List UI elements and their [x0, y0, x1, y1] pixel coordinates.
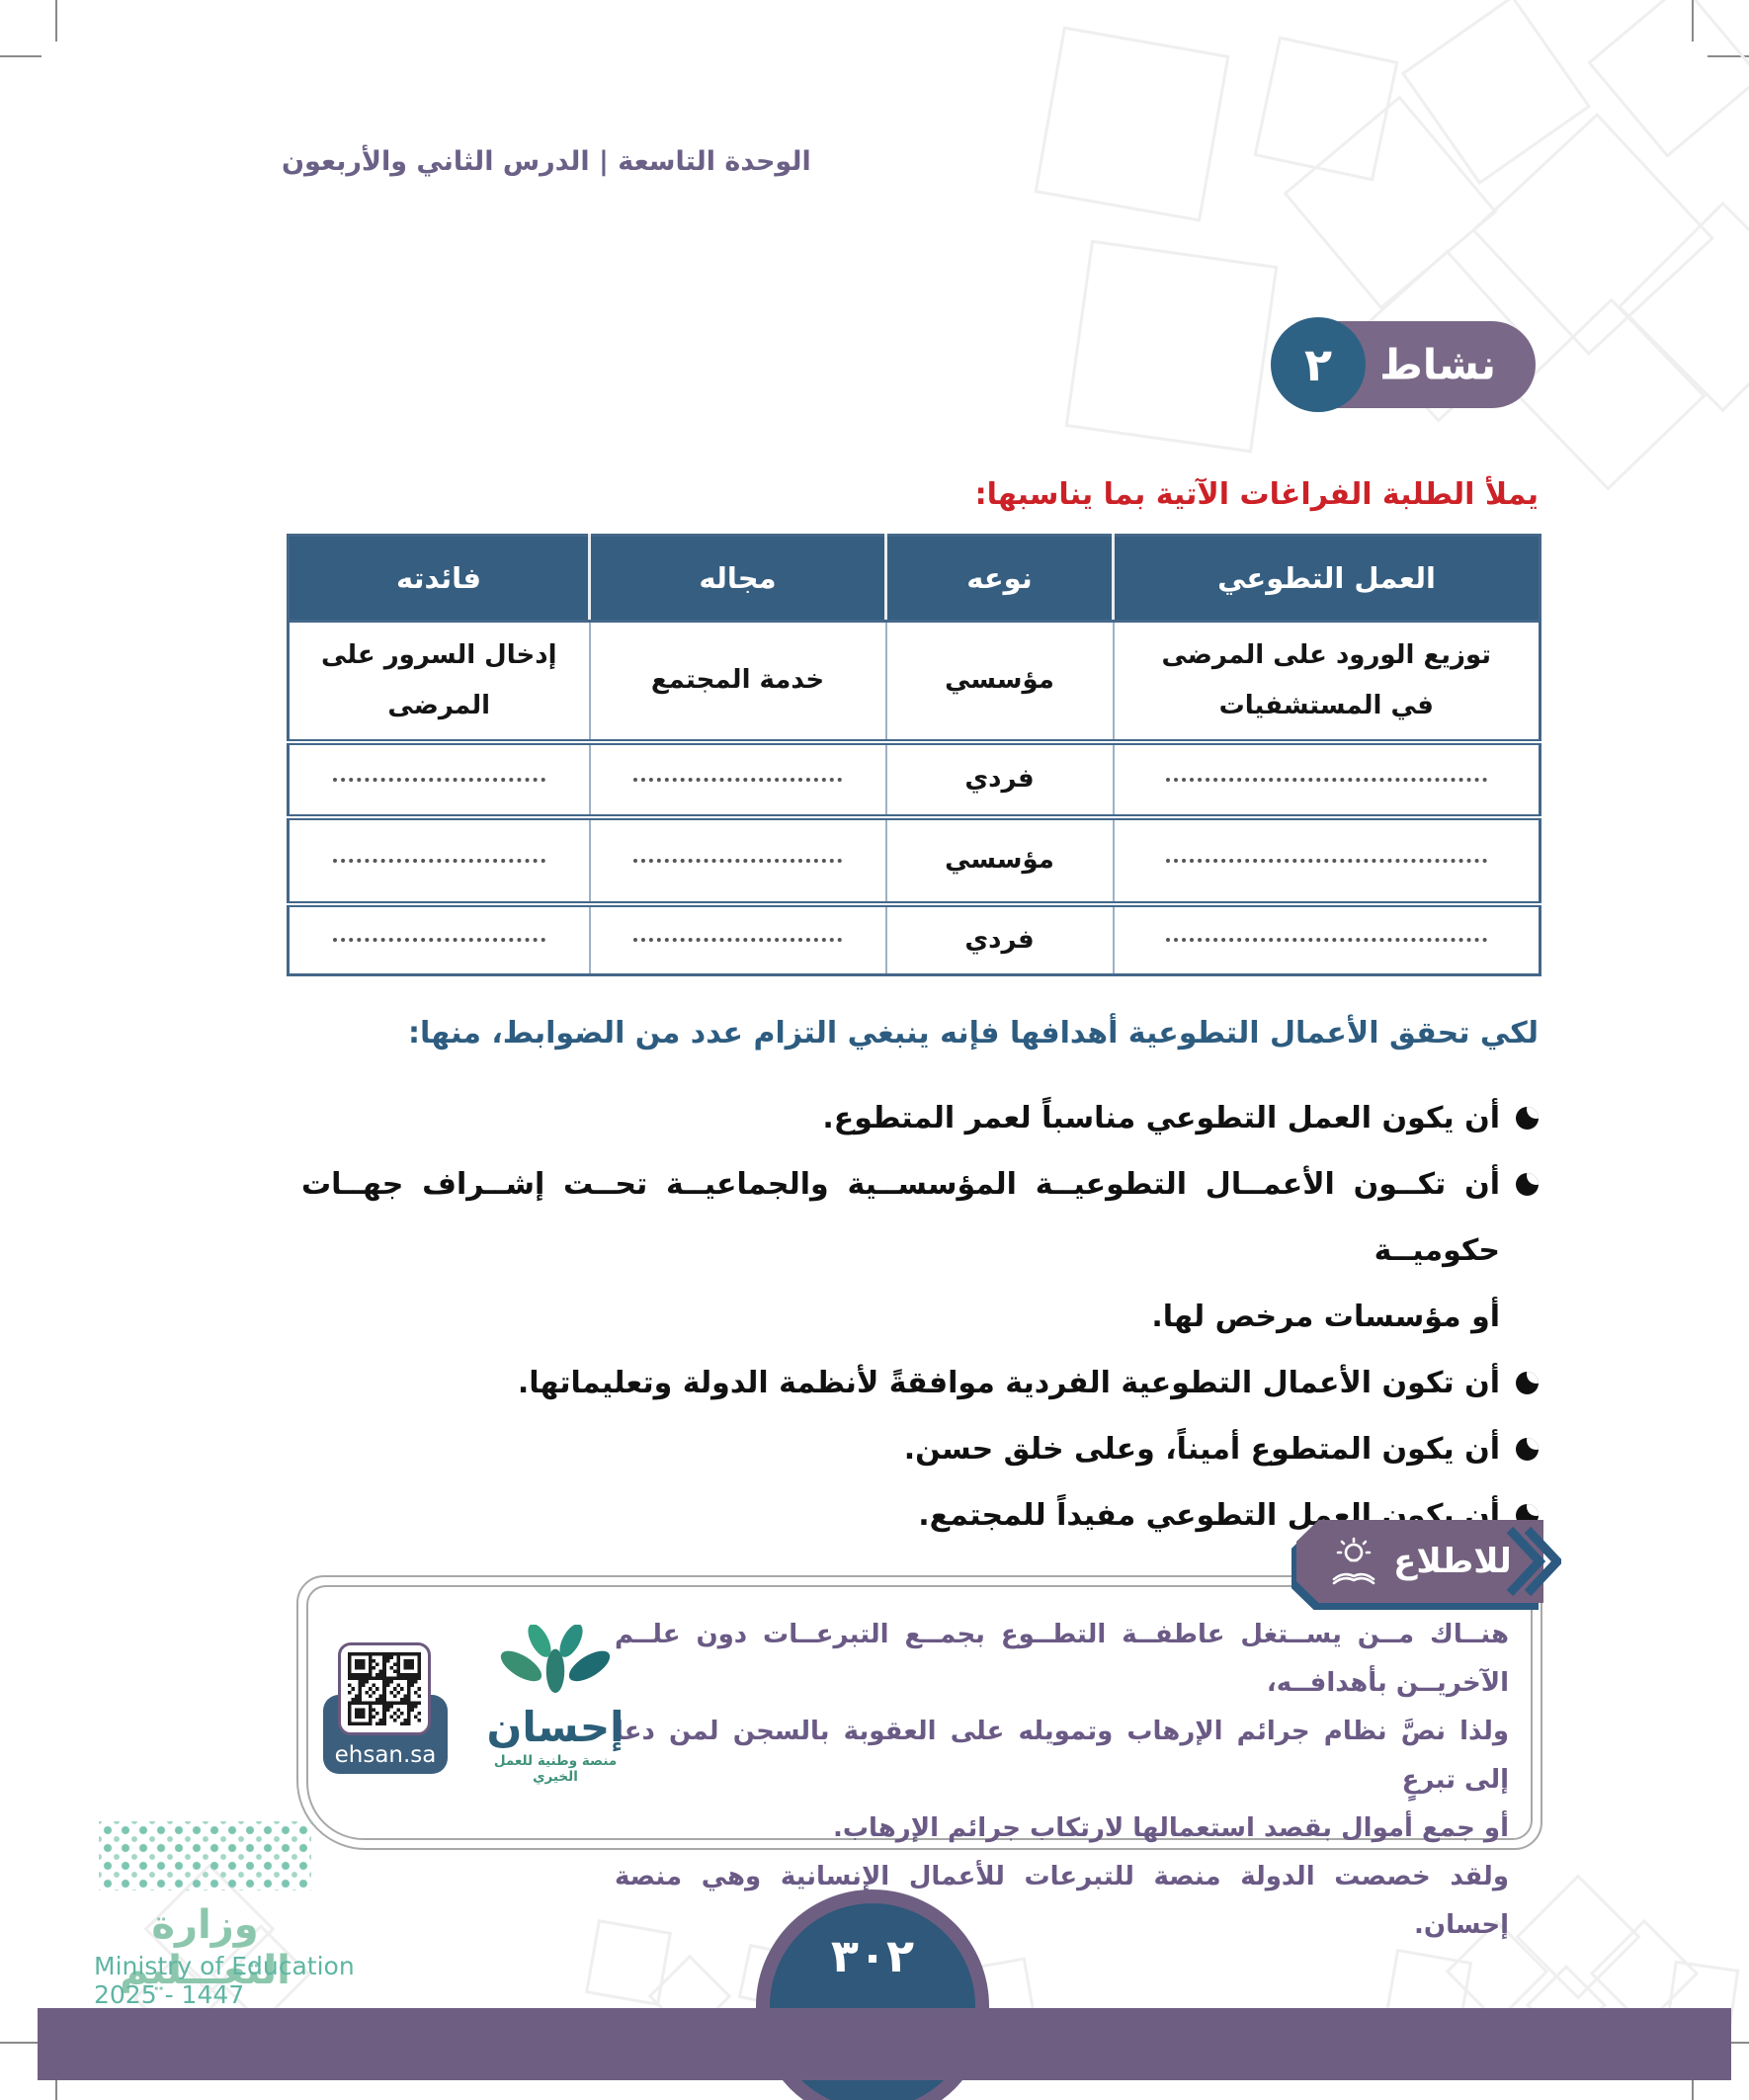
info-box-inner-border — [306, 1585, 1533, 1840]
info-box: هنــاك مــن يســتغل عاطفــة التطــوع بجم… — [296, 1575, 1542, 1940]
activity-number: ٢ — [1271, 317, 1366, 412]
cell-work-blank — [1113, 813, 1541, 904]
cell-benefit-blank — [288, 813, 591, 904]
page-number: ٣٠٢ — [830, 1929, 915, 1982]
bullet-icon — [1516, 1372, 1539, 1394]
table-header-row: العمل التطوعي نوعه مجاله فائدته — [288, 535, 1541, 623]
crop-mark — [0, 55, 42, 57]
decor-square — [1064, 239, 1279, 454]
crop-mark — [0, 2042, 42, 2044]
info-tab: للاطلاع — [1291, 1520, 1561, 1610]
bullet-text: أن يكون العمل التطوعي مناسباً لعمر المتط… — [822, 1101, 1500, 1135]
controls-list: أن يكون العمل التطوعي مناسباً لعمر المتط… — [301, 1085, 1539, 1549]
cell-field-blank — [589, 813, 887, 904]
qr-frame — [338, 1642, 431, 1735]
cell-field: خدمة المجتمع — [589, 621, 887, 742]
controls-heading: لكي تحقق الأعمال التطوعية أهدافها فإنه ي… — [408, 1016, 1539, 1050]
ehsan-tagline: منصة وطنية للعمل الخيري — [493, 1753, 618, 1786]
ministry-logo-english: Ministry of Education — [94, 1952, 355, 1980]
qr-block: ehsan.sa — [323, 1642, 452, 1781]
bullet-text: أن يكون المتطوع أميناً، وعلى خلق حسن. — [903, 1432, 1500, 1467]
list-item: أن تكون الأعمال التطوعية الفردية موافقةً… — [301, 1350, 1539, 1416]
cell-benefit-blank — [288, 738, 591, 817]
edition-years: 2025 - 1447 — [94, 1980, 245, 2009]
dotted-blank — [632, 777, 843, 782]
cell-field-blank — [589, 900, 887, 975]
dotted-blank — [632, 858, 843, 863]
info-tab-label: للاطلاع — [1393, 1542, 1512, 1581]
table-row: فردي — [288, 900, 1541, 975]
col-header-field: مجاله — [589, 535, 887, 623]
bullet-icon — [1516, 1438, 1539, 1461]
bullet-text: أن تكــون الأعمــال التطوعيــة المؤسســي… — [301, 1167, 1500, 1334]
chevrons-right-icon — [1506, 1526, 1561, 1597]
dotted-blank — [1165, 777, 1487, 782]
qr-code — [348, 1652, 421, 1725]
table-row: توزيع الورود على المرضى في المستشفيات مؤ… — [288, 621, 1541, 742]
cell-type: فردي — [885, 900, 1115, 975]
cell-type: مؤسسي — [885, 813, 1115, 904]
ehsan-logo: إحسان منصة وطنية للعمل الخيري — [471, 1624, 639, 1786]
cell-benefit: إدخال السرور على المرضى — [288, 621, 591, 742]
cell-work: توزيع الورود على المرضى في المستشفيات — [1161, 640, 1492, 720]
cell-work-blank — [1113, 738, 1541, 817]
unit-lesson-header: الوحدة التاسعة | الدرس الثاني والأربعون — [282, 146, 811, 177]
ehsan-leaves-icon — [500, 1624, 611, 1694]
crop-mark — [1692, 0, 1694, 42]
cell-work-blank — [1113, 900, 1541, 975]
col-header-benefit: فائدته — [288, 535, 591, 623]
bullet-icon — [1516, 1173, 1539, 1196]
info-paragraph: ولقد خصصت الدولة منصة للتبرعات للأعمال ا… — [615, 1862, 1509, 1940]
ministry-dots-pattern — [99, 1821, 311, 1890]
col-header-work: العمل التطوعي — [1113, 535, 1541, 623]
bullet-icon — [1516, 1107, 1539, 1130]
col-header-type: نوعه — [885, 535, 1115, 623]
list-item: أن تكــون الأعمــال التطوعيــة المؤسســي… — [301, 1151, 1539, 1350]
ministry-logo-arabic: وزارة التعـــليم — [120, 1902, 291, 1993]
table-row: مؤسسي — [288, 813, 1541, 904]
decor-square — [1034, 26, 1230, 222]
dotted-blank — [632, 938, 843, 943]
dotted-blank — [332, 938, 545, 943]
instruction-text: يملأ الطلبة الفراغات الآتية بما يناسبها: — [974, 477, 1539, 512]
list-item: أن يكون المتطوع أميناً، وعلى خلق حسن. — [301, 1416, 1539, 1482]
dotted-blank — [1165, 938, 1487, 943]
activity-badge: نشاط ٢ — [1271, 317, 1536, 412]
cell-type: فردي — [885, 738, 1115, 817]
bullet-text: أن تكون الأعمال التطوعية الفردية موافقةً… — [517, 1366, 1500, 1400]
activity-label: نشاط — [1379, 340, 1496, 389]
volunteer-work-table: العمل التطوعي نوعه مجاله فائدته توزيع ال… — [287, 534, 1541, 976]
table-row: فردي — [288, 738, 1541, 817]
info-text: هنــاك مــن يســتغل عاطفــة التطــوع بجم… — [615, 1611, 1509, 1950]
ehsan-name: إحسان — [486, 1703, 625, 1751]
idea-book-icon — [1332, 1537, 1375, 1585]
list-item: أن يكون العمل التطوعي مناسباً لعمر المتط… — [301, 1085, 1539, 1151]
crop-mark — [1707, 55, 1749, 57]
crop-mark — [55, 0, 57, 42]
cell-type: مؤسسي — [885, 621, 1115, 742]
dotted-blank — [332, 777, 545, 782]
dotted-blank — [1165, 858, 1487, 863]
dotted-blank — [332, 858, 545, 863]
qr-url-label: ehsan.sa — [334, 1742, 437, 1768]
info-tab-main: للاطلاع — [1296, 1520, 1543, 1603]
footer-bar — [38, 2008, 1731, 2080]
info-paragraph: هنــاك مــن يســتغل عاطفــة التطــوع بجم… — [615, 1620, 1509, 1843]
cell-field-blank — [589, 738, 887, 817]
cell-benefit-blank — [288, 900, 591, 975]
